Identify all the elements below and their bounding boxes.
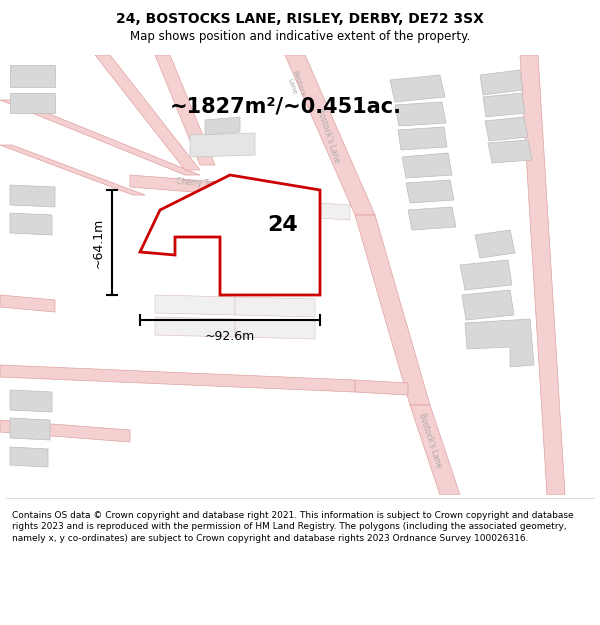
Polygon shape <box>398 127 447 150</box>
Polygon shape <box>0 365 355 392</box>
Polygon shape <box>390 75 445 102</box>
Polygon shape <box>475 230 515 258</box>
Polygon shape <box>10 213 52 235</box>
Polygon shape <box>10 65 55 87</box>
Polygon shape <box>10 447 48 467</box>
Text: Map shows position and indicative extent of the property.: Map shows position and indicative extent… <box>130 30 470 43</box>
Polygon shape <box>10 418 50 440</box>
Polygon shape <box>465 319 534 367</box>
Polygon shape <box>0 100 200 175</box>
Polygon shape <box>190 133 255 157</box>
Polygon shape <box>155 317 235 337</box>
Text: ~64.1m: ~64.1m <box>92 217 105 268</box>
Text: ~92.6m: ~92.6m <box>205 330 255 343</box>
Polygon shape <box>155 55 215 165</box>
Polygon shape <box>480 70 523 95</box>
Polygon shape <box>0 295 55 312</box>
Text: Bostock's Lane: Bostock's Lane <box>417 411 443 469</box>
Text: Cherry Tree Close: Cherry Tree Close <box>176 177 244 191</box>
Polygon shape <box>205 117 240 135</box>
Polygon shape <box>235 319 315 339</box>
Polygon shape <box>235 297 315 317</box>
Polygon shape <box>130 175 320 202</box>
Polygon shape <box>185 195 270 215</box>
Polygon shape <box>10 185 55 207</box>
Polygon shape <box>395 102 446 126</box>
Polygon shape <box>460 260 512 290</box>
Polygon shape <box>155 295 235 315</box>
Text: ~1827m²/~0.451ac.: ~1827m²/~0.451ac. <box>170 97 402 117</box>
Polygon shape <box>0 420 130 442</box>
Text: Bostock's Lane: Bostock's Lane <box>315 106 341 164</box>
Polygon shape <box>10 93 55 113</box>
Polygon shape <box>410 405 460 495</box>
Polygon shape <box>355 380 408 395</box>
Polygon shape <box>406 180 454 203</box>
Polygon shape <box>95 55 200 170</box>
Polygon shape <box>462 290 514 320</box>
Polygon shape <box>270 200 350 220</box>
Polygon shape <box>483 93 525 117</box>
Polygon shape <box>485 117 528 141</box>
Polygon shape <box>355 215 430 405</box>
Polygon shape <box>488 140 532 163</box>
Polygon shape <box>285 55 375 215</box>
Polygon shape <box>408 207 456 230</box>
Polygon shape <box>10 390 52 412</box>
Text: Bostock
Lane: Bostock Lane <box>284 70 305 100</box>
Polygon shape <box>140 175 320 295</box>
Polygon shape <box>402 153 452 178</box>
Polygon shape <box>0 145 145 195</box>
Polygon shape <box>520 55 565 495</box>
Text: 24, BOSTOCKS LANE, RISLEY, DERBY, DE72 3SX: 24, BOSTOCKS LANE, RISLEY, DERBY, DE72 3… <box>116 12 484 26</box>
Text: 24: 24 <box>268 215 298 235</box>
Text: Contains OS data © Crown copyright and database right 2021. This information is : Contains OS data © Crown copyright and d… <box>12 511 574 543</box>
